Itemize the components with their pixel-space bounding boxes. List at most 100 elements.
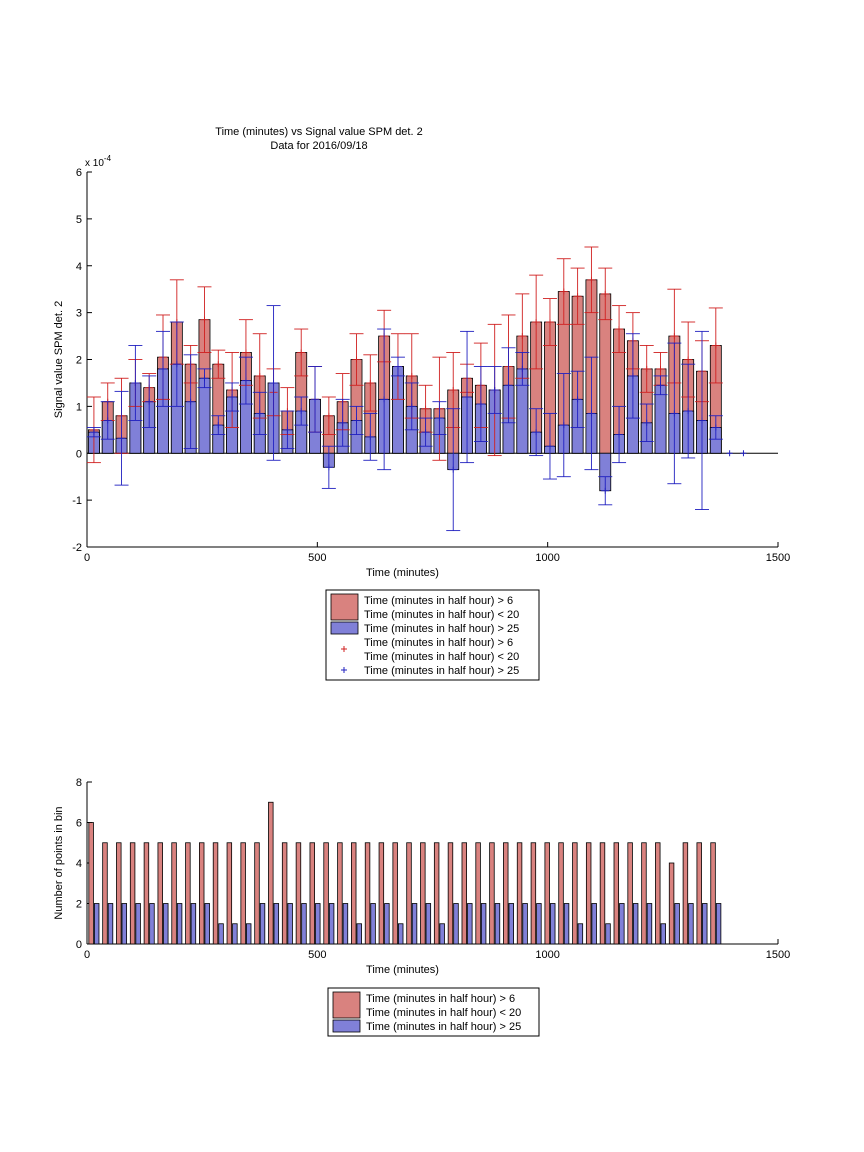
legend-label: Time (minutes in half hour) > 6 — [366, 993, 515, 1005]
bar-series-2 — [536, 903, 542, 945]
bar-series-2 — [467, 903, 473, 945]
x-axis-label: Time (minutes) — [366, 964, 439, 976]
legend-label: Time (minutes in half hour) > 25 — [366, 1021, 521, 1033]
y-tick-label: 8 — [76, 777, 82, 789]
bar-series-2 — [660, 923, 666, 945]
y-tick-label: -1 — [72, 495, 82, 507]
bar-series-2 — [494, 903, 501, 945]
legend-label: Time (minutes in half hour) > 25 — [364, 623, 519, 635]
x-tick-label: 0 — [84, 552, 90, 564]
chart-subtitle: Data for 2016/09/18 — [270, 140, 367, 152]
bar-series-1 — [337, 842, 343, 945]
bar-series-2 — [135, 903, 141, 945]
bar-series-2 — [425, 903, 432, 945]
bar-series-2 — [190, 903, 197, 945]
bar-series-2 — [232, 923, 238, 945]
y-tick-label: 6 — [76, 167, 82, 179]
bar-series-2 — [480, 903, 487, 945]
bar-series-2 — [259, 903, 266, 945]
y-tick-label: 4 — [76, 858, 82, 870]
x-tick-label: 1000 — [535, 552, 559, 564]
bar-series-1 — [157, 842, 163, 945]
bar-series-2 — [204, 903, 210, 945]
chart-title: Time (minutes) vs Signal value SPM det. … — [215, 126, 422, 138]
y-tick-label: 4 — [76, 261, 82, 273]
y-tick-label: 2 — [76, 355, 82, 367]
bar-series-1 — [585, 842, 592, 945]
bar-series-2 — [328, 903, 335, 945]
bar-series-1 — [199, 842, 205, 945]
signal-plot-legend: Time (minutes in half hour) > 6 Time (min… — [325, 589, 540, 681]
bar-series-2 — [702, 903, 708, 945]
bar-series-2 — [198, 377, 211, 454]
bar-series-2 — [688, 903, 694, 945]
bar-series-2 — [384, 903, 390, 945]
bar-series-1 — [572, 842, 578, 945]
bar-series-1 — [364, 842, 371, 945]
y-tick-label: 2 — [76, 899, 82, 911]
bar-series-2 — [342, 903, 349, 945]
bar-series-1 — [558, 842, 564, 945]
count-plot-legend: Time (minutes in half hour) > 6 Time (min… — [327, 987, 540, 1037]
bar-series-2 — [654, 384, 667, 454]
x-tick-label: 500 — [308, 552, 326, 564]
legend-label: Time (minutes in half hour) > 6 — [364, 595, 513, 607]
bar-series-2 — [315, 903, 321, 945]
bar-series-1 — [129, 842, 136, 945]
y-tick-label: 3 — [76, 308, 82, 320]
legend-label: Time (minutes in half hour) < 20 — [364, 609, 519, 621]
bar-series-1 — [530, 842, 537, 945]
y-tick-label: 6 — [76, 818, 82, 830]
bar-series-1 — [378, 842, 385, 945]
bar-series-2 — [453, 903, 459, 945]
x-tick-label: 500 — [308, 949, 326, 961]
bar-series-1 — [613, 842, 620, 945]
x-tick-label: 1500 — [766, 552, 790, 564]
x-tick-label: 1000 — [535, 949, 559, 961]
bar-series-1 — [102, 842, 108, 945]
bar-series-2 — [287, 903, 293, 945]
bar-series-2 — [605, 923, 611, 945]
x-tick-label: 1500 — [766, 949, 790, 961]
bar-series-1 — [447, 842, 454, 945]
bar-series-2 — [218, 923, 224, 945]
bar-series-1 — [503, 842, 509, 945]
bar-series-2 — [107, 903, 114, 945]
y-axis-label: Number of points in bin — [53, 806, 65, 919]
bar-series-1 — [323, 842, 329, 945]
bar-series-2 — [522, 903, 528, 945]
bar-series-2 — [715, 903, 722, 945]
y-axis-label: Signal value SPM det. 2 — [53, 301, 65, 418]
bar-series-1 — [420, 842, 426, 945]
bar-series-1 — [268, 801, 274, 945]
bar-series-1 — [406, 842, 412, 945]
bar-series-2 — [176, 903, 183, 945]
legend-label: Time (minutes in half hour) < 20 — [366, 1007, 521, 1019]
bar-series-2 — [273, 903, 280, 945]
bar-series-2 — [149, 903, 155, 945]
bar-series-1 — [599, 842, 606, 945]
signal-plot: 0 500 1000 1500 -2 -1 0 1 2 3 4 5 6 Time (minutes) Sig… — [53, 154, 790, 579]
bar-series-1 — [475, 842, 481, 945]
legend-swatch — [330, 621, 359, 635]
bar-series-2 — [411, 903, 418, 945]
bar-series-1 — [641, 842, 647, 945]
bar-series-2 — [93, 903, 100, 945]
bar-series-2 — [508, 903, 514, 945]
legend-box — [327, 987, 540, 1037]
bar-series-2 — [121, 903, 128, 945]
y-axis-exponent: x 10-4 — [85, 154, 112, 169]
bar-series-1 — [516, 842, 523, 945]
bar-series-1 — [281, 842, 288, 945]
bar-series-2 — [398, 923, 404, 945]
bar-series-1 — [254, 842, 260, 945]
bar-series-1 — [171, 842, 177, 945]
bar-series-2 — [245, 923, 252, 945]
bar-series-1 — [392, 842, 398, 945]
bar-series-1 — [88, 822, 94, 945]
legend-swatch — [330, 593, 359, 621]
legend-label: Time (minutes in half hour) > 25 — [364, 665, 519, 677]
bar-series-1 — [696, 842, 702, 945]
bar-series-2 — [563, 903, 570, 945]
